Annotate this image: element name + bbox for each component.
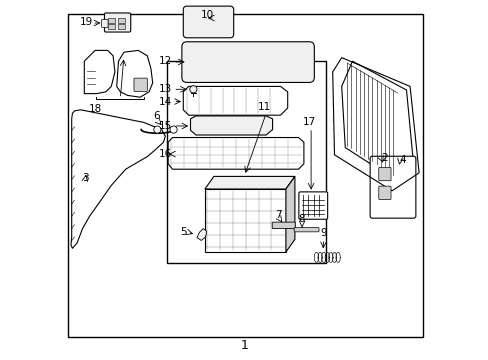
FancyBboxPatch shape	[102, 19, 108, 27]
FancyBboxPatch shape	[294, 228, 318, 232]
Text: 3: 3	[82, 173, 88, 183]
Bar	[108, 24, 115, 29]
FancyBboxPatch shape	[183, 6, 233, 38]
Bar	[118, 18, 124, 23]
Text: 15: 15	[159, 121, 172, 131]
Text: 6: 6	[153, 111, 159, 121]
Bar	[118, 24, 124, 29]
FancyBboxPatch shape	[134, 78, 147, 91]
Text: 11: 11	[257, 102, 270, 112]
Bar	[167, 61, 325, 263]
Text: 8: 8	[298, 214, 304, 224]
Text: 2: 2	[381, 153, 387, 163]
FancyBboxPatch shape	[298, 192, 327, 219]
Text: 10: 10	[201, 10, 213, 20]
FancyBboxPatch shape	[369, 156, 415, 218]
Circle shape	[189, 86, 197, 93]
Polygon shape	[204, 176, 294, 189]
Text: 13: 13	[159, 84, 172, 94]
Text: 16: 16	[159, 149, 172, 159]
Text: 19: 19	[80, 17, 93, 27]
Polygon shape	[204, 189, 285, 252]
Polygon shape	[285, 176, 294, 252]
Circle shape	[153, 126, 161, 133]
Polygon shape	[190, 116, 272, 135]
FancyBboxPatch shape	[378, 186, 390, 199]
Polygon shape	[183, 86, 287, 115]
Circle shape	[170, 126, 177, 133]
FancyBboxPatch shape	[272, 222, 295, 229]
Text: 12: 12	[159, 56, 172, 66]
Bar	[108, 18, 115, 23]
Text: 17: 17	[302, 117, 315, 127]
Text: 9: 9	[320, 228, 326, 238]
Text: 14: 14	[159, 96, 172, 107]
Text: 5: 5	[180, 227, 186, 237]
FancyBboxPatch shape	[182, 42, 314, 82]
Text: 4: 4	[399, 155, 405, 165]
Polygon shape	[197, 229, 206, 240]
FancyBboxPatch shape	[378, 167, 390, 181]
Text: 7: 7	[275, 210, 282, 220]
Polygon shape	[341, 61, 413, 180]
Text: 18: 18	[88, 104, 102, 114]
FancyBboxPatch shape	[104, 13, 130, 32]
Polygon shape	[84, 50, 115, 94]
Text: 1: 1	[240, 339, 248, 352]
Polygon shape	[71, 110, 165, 248]
Bar	[68, 14, 422, 337]
Polygon shape	[168, 138, 303, 169]
Polygon shape	[117, 50, 152, 97]
